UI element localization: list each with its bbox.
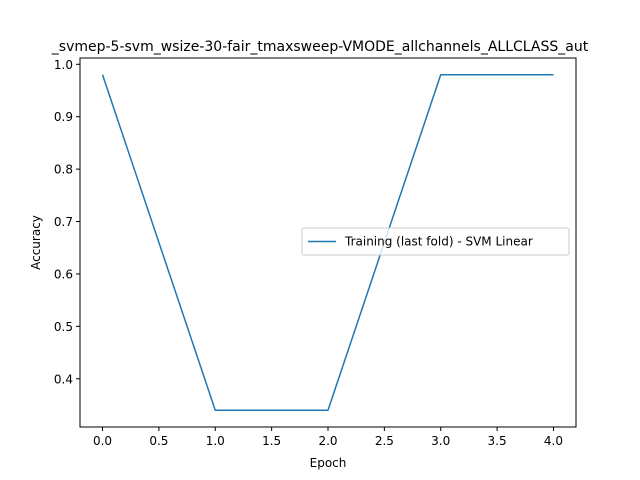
x-tick-label: 2.0 bbox=[318, 434, 337, 448]
chart-title: _svmep-5-svm_wsize-30-fair_tmaxsweep-VMO… bbox=[51, 39, 589, 55]
legend-entry-label: Training (last fold) - SVM Linear bbox=[344, 235, 533, 249]
x-tick-label: 0.0 bbox=[93, 434, 112, 448]
y-axis-label: Accuracy bbox=[29, 215, 43, 270]
y-tick-label: 0.4 bbox=[54, 372, 73, 386]
y-axis: 0.4 0.5 0.6 0.7 0.8 0.9 1.0 bbox=[54, 58, 80, 386]
series-layer bbox=[101, 74, 554, 411]
y-tick-label: 0.6 bbox=[54, 267, 73, 281]
y-tick-label: 0.7 bbox=[54, 215, 73, 229]
y-tick-label: 0.9 bbox=[54, 110, 73, 124]
x-tick-label: 1.5 bbox=[262, 434, 281, 448]
x-tick-label: 3.5 bbox=[488, 434, 507, 448]
x-axis-label: Epoch bbox=[310, 456, 347, 470]
y-tick-label: 1.0 bbox=[54, 58, 73, 72]
y-tick-label: 0.8 bbox=[54, 163, 73, 177]
legend: Training (last fold) - SVM Linear bbox=[301, 227, 570, 256]
x-axis: 0.0 0.5 1.0 1.5 2.0 2.5 3.0 3.5 4.0 bbox=[93, 427, 563, 448]
y-tick-label: 0.5 bbox=[54, 320, 73, 334]
x-tick-label: 2.5 bbox=[375, 434, 394, 448]
x-tick-label: 3.0 bbox=[431, 434, 450, 448]
series-line bbox=[101, 74, 554, 411]
legend-box bbox=[301, 227, 570, 256]
x-tick-label: 1.0 bbox=[206, 434, 225, 448]
x-tick-label: 4.0 bbox=[544, 434, 563, 448]
x-tick-label: 0.5 bbox=[149, 434, 168, 448]
